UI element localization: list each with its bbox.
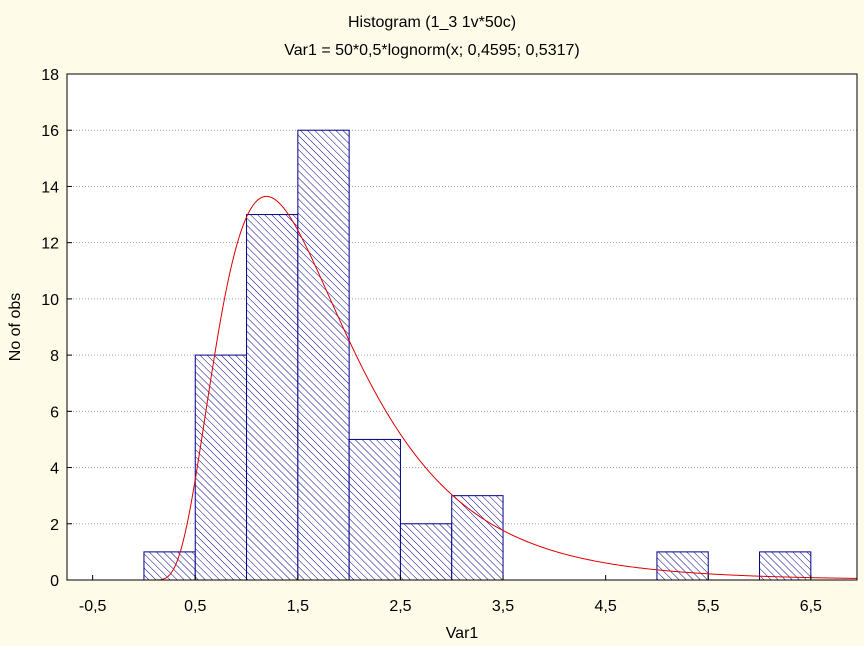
histogram-bars xyxy=(143,129,812,581)
histogram-bar xyxy=(348,438,401,581)
plot-frame xyxy=(66,73,858,581)
y-tick-label: 10 xyxy=(41,292,59,309)
histogram-bar xyxy=(143,551,196,581)
x-tick-label: 4,5 xyxy=(595,598,617,615)
y-tick-label: 2 xyxy=(50,517,59,534)
y-axis-ticks: 0 2 4 6 8 10 12 14 16 18 xyxy=(41,67,72,590)
histogram-bar xyxy=(451,495,504,581)
x-tick-label: 5,5 xyxy=(697,598,719,615)
chart-title: Histogram (1_3 1v*50c) xyxy=(348,14,516,31)
chart-subtitle: Var1 = 50*0,5*lognorm(x; 0,4595; 0,5317) xyxy=(284,42,579,59)
x-axis-label: Var1 xyxy=(446,625,479,642)
y-tick-label: 8 xyxy=(50,348,59,365)
y-tick-label: 4 xyxy=(50,461,59,478)
histogram-bar xyxy=(399,523,453,581)
x-tick-label: 2,5 xyxy=(389,598,411,615)
histogram-bar xyxy=(194,354,248,581)
x-tick-label: 3,5 xyxy=(492,598,514,615)
y-tick-label: 12 xyxy=(41,236,59,253)
histogram-bar xyxy=(759,551,812,581)
x-tick-label: 0,5 xyxy=(184,598,206,615)
y-tick-label: 14 xyxy=(41,179,59,196)
histogram-bar xyxy=(246,214,299,581)
histogram-bar xyxy=(297,129,350,581)
x-tick-label: 6,5 xyxy=(800,598,822,615)
fit-curve xyxy=(144,195,857,580)
y-tick-label: 16 xyxy=(41,123,59,140)
x-axis-ticks: -0,5 0,5 1,5 2,5 3,5 4,5 5,5 6,5 xyxy=(79,575,822,615)
y-axis-label: No of obs xyxy=(7,293,24,361)
y-tick-label: 0 xyxy=(50,573,59,590)
y-tick-label: 6 xyxy=(50,404,59,421)
x-tick-label: 1,5 xyxy=(287,598,309,615)
fit-curve-layer xyxy=(144,195,857,580)
y-tick-label: 18 xyxy=(41,67,59,84)
x-tick-label: -0,5 xyxy=(79,598,107,615)
histogram-bar xyxy=(656,551,709,581)
